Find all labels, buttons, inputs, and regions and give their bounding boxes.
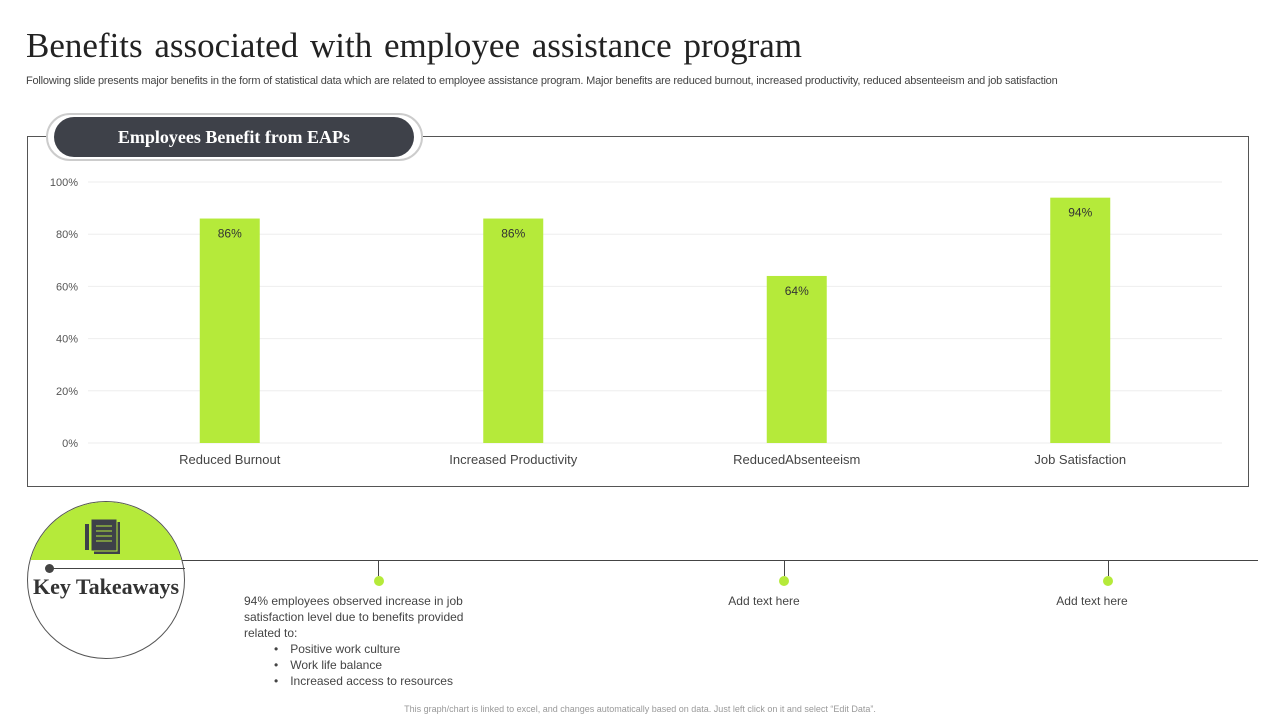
bar-chart: 0% 20% 40% 60% 80% 100% 86% Reduced Burnout 86% I… <box>50 177 1222 467</box>
bar[interactable] <box>483 218 544 443</box>
takeaway-text: 94% employees observed increase in job s… <box>244 594 464 640</box>
bullet-item: Increased access to resources <box>274 673 494 689</box>
page-title: Benefits associated with employee assist… <box>26 26 803 65</box>
timeline-line <box>48 560 1258 561</box>
y-tick-label: 20% <box>56 386 78 398</box>
timeline-start-dot <box>45 564 54 573</box>
document-pen-icon <box>85 518 120 554</box>
x-tick-label: ReducedAbsenteeism <box>733 452 860 467</box>
timeline-dot <box>779 576 789 586</box>
y-tick-label: 100% <box>50 177 78 189</box>
bar[interactable] <box>199 218 260 443</box>
y-tick-label: 60% <box>56 281 78 293</box>
data-label: 86% <box>501 227 525 241</box>
placeholder-text[interactable]: Add text here <box>728 594 800 608</box>
chart-frame <box>27 136 1249 487</box>
data-label: 94% <box>1068 206 1092 220</box>
chart-title: Employees Benefit from EAPs <box>54 117 414 157</box>
bar[interactable] <box>1050 197 1111 443</box>
y-tick-label: 40% <box>56 334 78 346</box>
footer-note: This graph/chart is linked to excel, and… <box>404 704 876 714</box>
timeline-tick <box>378 561 379 576</box>
placeholder-text[interactable]: Add text here <box>1056 594 1128 608</box>
circle-cap <box>28 502 184 560</box>
bullet-item: Positive work culture <box>274 641 494 657</box>
key-takeaways-heading: Key Takeaways <box>32 574 180 599</box>
bullet-item: Work life balance <box>274 657 494 673</box>
y-tick-label: 80% <box>56 229 78 241</box>
x-tick-label: Reduced Burnout <box>179 452 281 467</box>
key-takeaways-circle <box>27 501 185 659</box>
x-tick-label: Job Satisfaction <box>1034 452 1126 467</box>
bar[interactable] <box>766 275 827 443</box>
y-tick-label: 0% <box>62 438 78 450</box>
data-label: 86% <box>218 227 242 241</box>
timeline-dot <box>1103 576 1113 586</box>
takeaway-main: 94% employees observed increase in job s… <box>244 593 494 689</box>
page-subtitle: Following slide presents major benefits … <box>26 75 1058 87</box>
x-tick-label: Increased Productivity <box>449 452 577 467</box>
timeline-tick <box>1108 561 1109 576</box>
data-label: 64% <box>785 284 809 298</box>
timeline-tick <box>784 561 785 576</box>
timeline-dot <box>374 576 384 586</box>
takeaway-bullets: Positive work culture Work life balance … <box>274 641 494 689</box>
circle-divider <box>50 568 185 569</box>
